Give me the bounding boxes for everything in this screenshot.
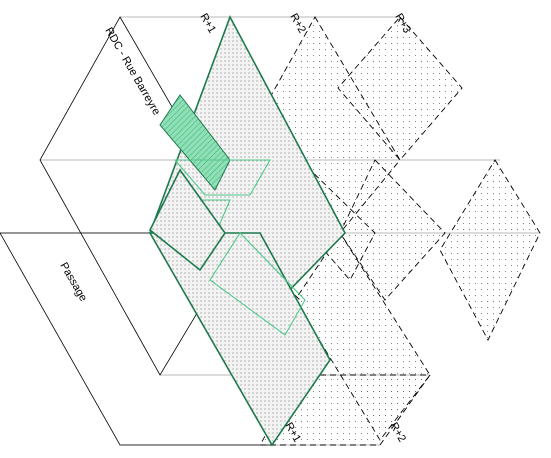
r3-right-diamond [440, 160, 540, 340]
label-passage: Passage [57, 261, 89, 304]
label-ground-floor: RDC - Rue Barreyre [102, 26, 162, 118]
label-r2-bottom: R+2 [387, 421, 408, 445]
label-r2-top: R+2 [287, 12, 308, 36]
label-r1-top: R+1 [197, 12, 218, 36]
